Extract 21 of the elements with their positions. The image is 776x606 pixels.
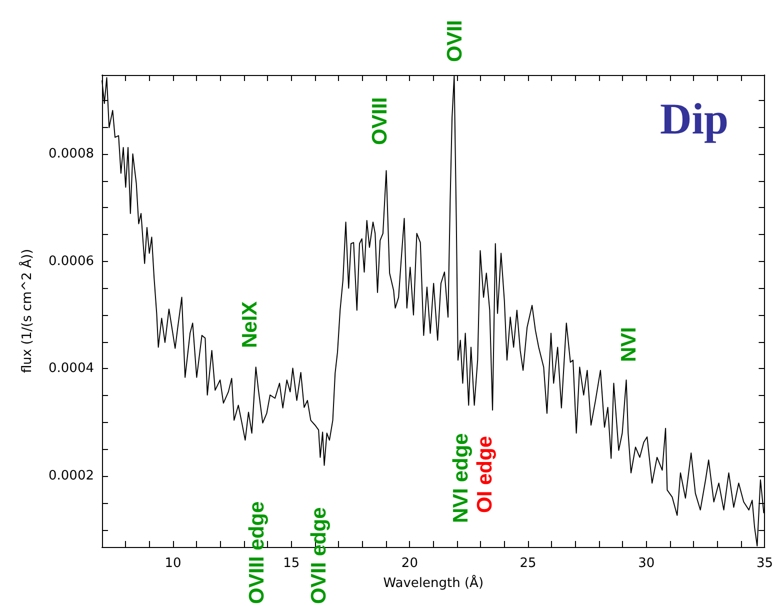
y-tick-label: 0.0004 [48,361,94,376]
y-tick-label: 0.0002 [48,468,94,484]
annotation: OVIII edge [246,501,268,604]
annotation: OI edge [474,436,496,513]
annotation: NVI edge [450,433,472,523]
annotation: OVII edge [308,507,330,604]
annotation: NVI [618,326,640,362]
x-tick-label: 25 [520,556,536,571]
text: OVII [444,20,466,62]
y-axis-title: flux (1/(s cm^2 Å)) [18,248,35,374]
x-tick-label: 15 [283,556,300,571]
y-tick-label: 0.0008 [48,146,94,162]
chart-title: Dip [660,94,728,144]
x-tick-label: 35 [756,556,773,571]
annotation: OVIII [368,97,392,145]
y-tick-label: 0.0006 [48,254,94,269]
x-tick-label: 30 [638,556,655,571]
annotation: NeIX [238,301,262,348]
x-tick-label: 20 [401,556,418,571]
x-axis-title: Wavelength (Å) [383,574,484,591]
x-tick-label: 10 [164,556,182,571]
